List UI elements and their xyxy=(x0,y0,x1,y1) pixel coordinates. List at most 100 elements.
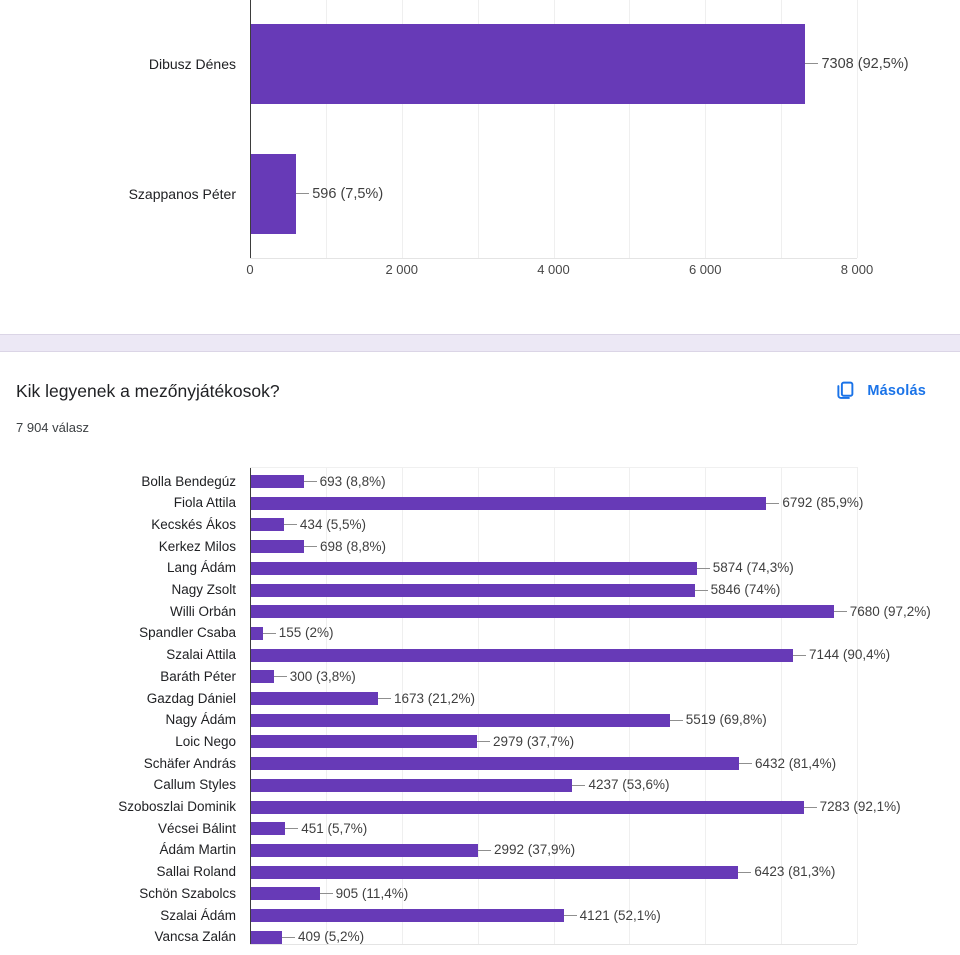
bar xyxy=(251,843,479,857)
value-leader-line xyxy=(283,524,297,526)
copy-chart-button[interactable]: Másolás xyxy=(830,378,930,403)
category-label: Willi Orbán xyxy=(169,603,236,619)
copy-icon xyxy=(834,380,855,401)
value-leader-line xyxy=(696,567,710,569)
bar xyxy=(251,909,564,922)
value-label: 6423 (81,3%) xyxy=(754,864,836,880)
x-gridline xyxy=(781,0,783,258)
bar xyxy=(251,648,794,662)
value-leader-line xyxy=(285,828,299,830)
category-label: Lang Ádám xyxy=(166,560,236,576)
x-gridline xyxy=(401,0,403,258)
x-gridline xyxy=(553,0,555,258)
y-axis-line xyxy=(249,467,251,944)
x-gridline xyxy=(477,467,479,944)
category-label: Bolla Bendegúz xyxy=(141,473,236,489)
x-gridline xyxy=(629,467,631,944)
value-leader-line xyxy=(377,698,391,699)
value-label: 2979 (37,7%) xyxy=(493,733,575,749)
x-tick-label: 4 000 xyxy=(537,262,570,277)
x-gridline xyxy=(477,0,479,258)
x-gridline xyxy=(781,467,783,944)
bar xyxy=(251,930,283,944)
value-label: 6432 (81,4%) xyxy=(755,755,837,771)
value-leader-line xyxy=(478,849,492,851)
goalkeeper-results-card: Dibusz Dénes 7308 (92,5%) Szappanos Péter 5… xyxy=(0,0,960,334)
value-leader-line xyxy=(477,741,491,743)
value-leader-line xyxy=(805,63,819,64)
value-leader-line xyxy=(262,632,276,634)
bar xyxy=(251,496,767,510)
value-leader-line xyxy=(793,654,807,656)
category-label: Sallai Roland xyxy=(156,864,236,880)
category-label: Ádám Martin xyxy=(159,842,236,858)
value-leader-line xyxy=(833,611,847,613)
value-label: 300 (3,8%) xyxy=(289,668,356,684)
value-leader-line xyxy=(738,871,752,873)
category-label: Baráth Péter xyxy=(160,668,236,684)
value-leader-line xyxy=(803,806,817,808)
plot-area-bottom-border xyxy=(250,944,857,945)
category-label: Schön Szabolcs xyxy=(139,885,236,901)
bar xyxy=(251,692,378,705)
x-tick-label: 0 xyxy=(246,262,254,277)
field-players-results-card: Kik legyenek a mezőnyjátékosok? Másolás … xyxy=(0,352,960,955)
value-label: 2992 (37,9%) xyxy=(494,842,576,858)
field-players-bar-chart: Bolla Bendegúz 693 (8,8%) Fiola Attila 6792… xyxy=(0,467,960,945)
category-label: Callum Styles xyxy=(153,777,236,793)
value-label: 693 (8,8%) xyxy=(319,473,386,489)
value-label: 5874 (74,3%) xyxy=(712,560,794,576)
value-label: 7308 (92,5%) xyxy=(821,55,909,72)
card-gap-divider xyxy=(0,334,960,352)
category-label: Nagy Ádám xyxy=(165,712,236,728)
value-leader-line xyxy=(296,193,310,194)
bar xyxy=(251,153,297,234)
x-gridline xyxy=(629,0,631,258)
y-axis-line xyxy=(249,0,251,258)
plot-area-top-border xyxy=(250,467,857,468)
x-tick-label: 2 000 xyxy=(385,262,419,277)
value-leader-line xyxy=(669,719,683,721)
x-gridline xyxy=(325,0,327,258)
bar xyxy=(251,670,274,684)
bar xyxy=(251,713,670,727)
value-label: 5519 (69,8%) xyxy=(685,712,767,728)
goalkeeper-bar-chart: Dibusz Dénes 7308 (92,5%) Szappanos Péter 5… xyxy=(0,0,960,334)
value-label: 7680 (97,2%) xyxy=(849,603,931,619)
plot-area-bottom-border xyxy=(250,258,857,259)
value-label: 7144 (90,4%) xyxy=(809,647,891,663)
category-label: Vancsa Zalán xyxy=(154,929,236,945)
value-label: 155 (2%) xyxy=(278,625,334,641)
x-gridline xyxy=(857,0,858,258)
value-leader-line xyxy=(303,546,317,548)
bar xyxy=(251,605,834,619)
category-label: Szoboszlai Dominik xyxy=(118,799,236,814)
bar xyxy=(251,561,697,575)
category-label: Spandler Csaba xyxy=(139,625,236,641)
category-label: Gazdag Dániel xyxy=(146,690,236,706)
bar xyxy=(251,583,695,597)
bar xyxy=(251,540,304,554)
x-gridline xyxy=(705,467,707,944)
category-label: Schäfer András xyxy=(143,755,236,771)
category-label: Szappanos Péter xyxy=(128,185,236,202)
bar xyxy=(251,822,286,836)
value-label: 1673 (21,2%) xyxy=(393,690,475,706)
category-label: Loic Nego xyxy=(175,733,236,749)
value-leader-line xyxy=(282,936,296,938)
x-gridline xyxy=(325,467,327,944)
bar xyxy=(251,626,263,640)
category-label: Fiola Attila xyxy=(173,495,236,511)
value-label: 451 (5,7%) xyxy=(301,820,368,836)
value-label: 905 (11,4%) xyxy=(335,885,409,901)
question-title: Kik legyenek a mezőnyjátékosok? xyxy=(16,380,280,401)
bar xyxy=(251,800,804,814)
bar xyxy=(251,778,573,792)
value-label: 5846 (74%) xyxy=(710,582,781,597)
value-label: 698 (8,8%) xyxy=(319,538,386,554)
value-leader-line xyxy=(694,589,708,591)
category-label: Vécsei Bálint xyxy=(157,820,236,836)
value-leader-line xyxy=(319,893,333,895)
category-label: Nagy Zsolt xyxy=(171,582,236,597)
value-label: 6792 (85,9%) xyxy=(782,495,864,511)
